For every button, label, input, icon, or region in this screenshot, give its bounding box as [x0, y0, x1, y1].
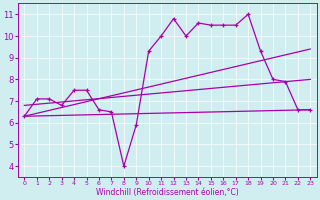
X-axis label: Windchill (Refroidissement éolien,°C): Windchill (Refroidissement éolien,°C) [96, 188, 239, 197]
